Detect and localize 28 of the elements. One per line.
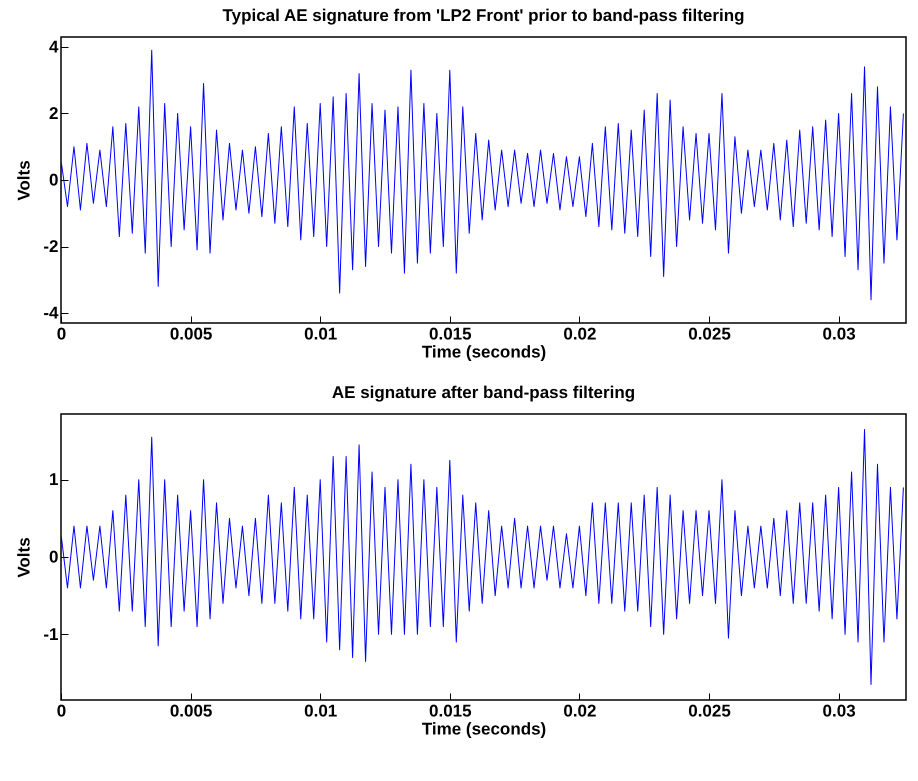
y-tick-label: 0 — [49, 170, 58, 190]
x-axis-title: Time (seconds) — [422, 720, 546, 738]
y-tick-label: -4 — [43, 304, 60, 323]
x-axis-title: Time (seconds) — [422, 342, 546, 362]
y-tick-label: -2 — [43, 237, 58, 256]
y-tick-label: 1 — [49, 470, 58, 490]
line-series — [61, 50, 904, 300]
y-tick-label: 4 — [49, 37, 60, 56]
x-tick-label: 0.03 — [822, 324, 856, 344]
x-tick-label: 0.01 — [304, 324, 338, 344]
y-tick-label: -1 — [43, 624, 58, 644]
line-series — [61, 428, 904, 686]
x-tick-label: 0.015 — [429, 702, 472, 720]
x-tick-label: 0.02 — [563, 324, 596, 344]
x-tick-label: 0.025 — [688, 702, 731, 720]
x-tick-label: 0.02 — [563, 702, 596, 720]
y-axis-title: Volts — [14, 160, 34, 201]
y-tick-label: 2 — [49, 104, 58, 123]
x-tick-label: 0.005 — [170, 702, 212, 720]
chart-title: Typical AE signature from 'LP2 Front' prior to band-pass filtering — [222, 6, 744, 25]
x-tick-label: 0.025 — [688, 324, 731, 344]
y-axis-title: Volts — [14, 537, 34, 578]
x-tick-label: 0.015 — [429, 324, 472, 344]
x-tick-label: 0.01 — [304, 702, 338, 720]
x-tick-label: 0.005 — [170, 324, 212, 344]
y-tick-label: 0 — [49, 548, 58, 566]
x-tick-label: 0.03 — [822, 702, 856, 720]
chart-title: AE signature after band-pass filtering — [332, 383, 636, 402]
